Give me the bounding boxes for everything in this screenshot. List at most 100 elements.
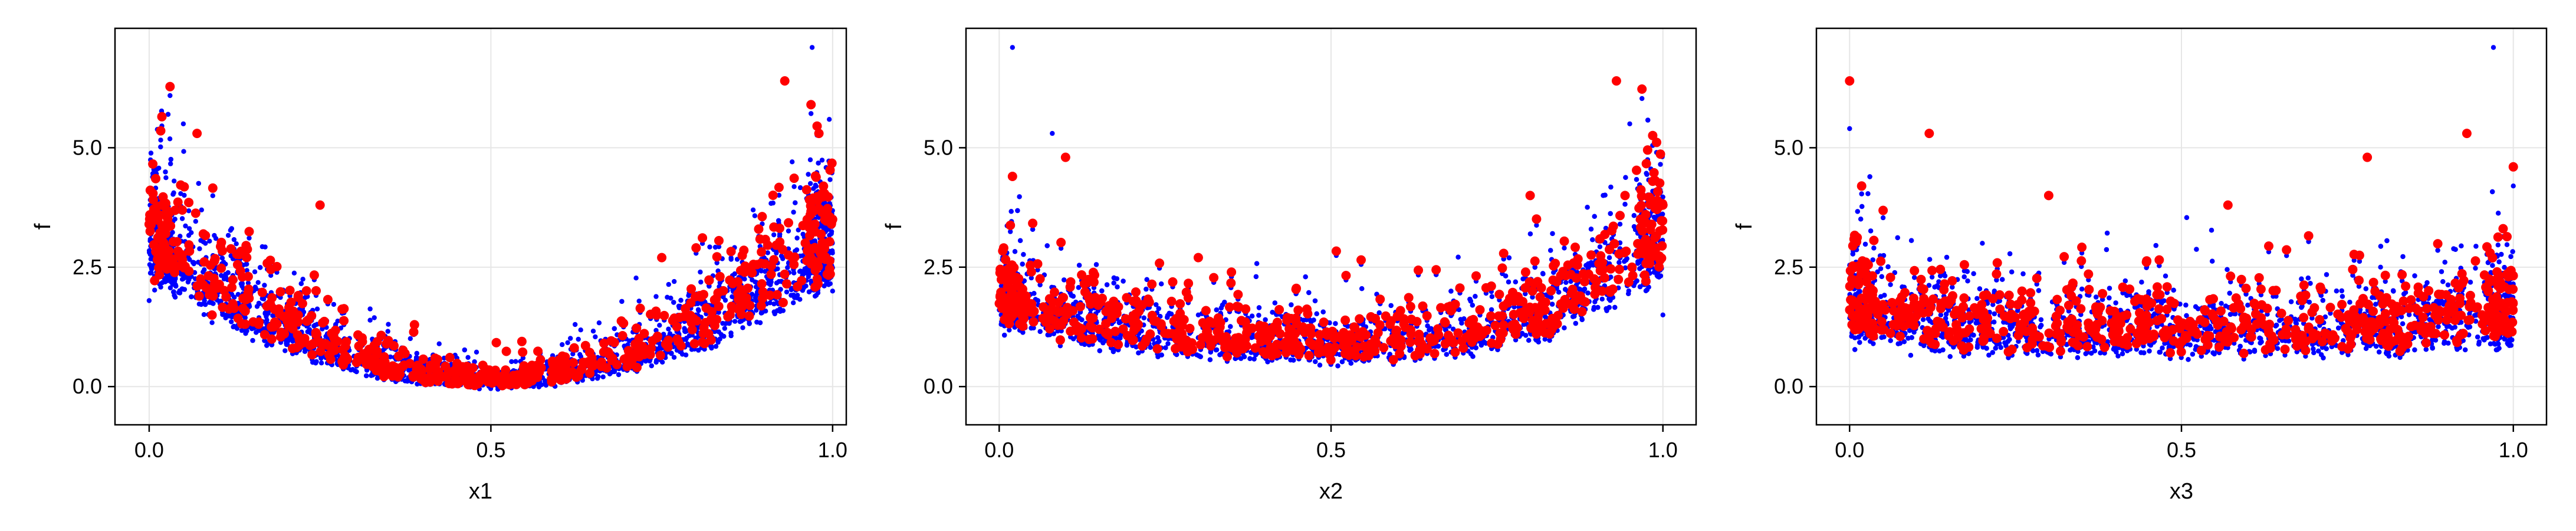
point [275, 287, 285, 297]
point [698, 329, 708, 339]
point [202, 298, 207, 303]
point [320, 326, 325, 332]
point [314, 306, 320, 312]
point [698, 269, 703, 275]
point [797, 276, 807, 286]
point [570, 351, 576, 357]
point [314, 359, 319, 365]
point [686, 333, 692, 339]
point [280, 329, 290, 339]
point [707, 244, 712, 250]
point [768, 282, 773, 287]
point [372, 346, 382, 356]
point [769, 222, 779, 232]
point [768, 191, 778, 200]
point [732, 319, 738, 324]
point [696, 348, 701, 353]
point [162, 205, 172, 215]
point [242, 253, 252, 263]
point [653, 332, 662, 341]
point [687, 324, 697, 335]
point [805, 210, 815, 220]
point [310, 360, 316, 365]
point [812, 293, 818, 299]
point [686, 317, 696, 327]
point [763, 268, 768, 274]
point [259, 330, 270, 340]
point [577, 352, 583, 357]
point [800, 271, 806, 276]
point [159, 252, 169, 262]
point [660, 359, 665, 365]
point [536, 381, 541, 386]
point [755, 234, 765, 244]
point [635, 303, 645, 313]
point [757, 247, 767, 257]
point [307, 350, 317, 360]
point [606, 336, 616, 346]
plot-area [115, 28, 846, 425]
point [483, 377, 493, 386]
point [441, 361, 451, 371]
point [732, 271, 738, 277]
point [165, 81, 175, 91]
point [612, 326, 617, 332]
point [464, 379, 473, 389]
point [199, 301, 204, 307]
point [824, 280, 829, 286]
point [255, 280, 261, 285]
point [766, 270, 776, 279]
point [774, 280, 780, 286]
point [207, 238, 212, 244]
point [285, 286, 295, 296]
point [229, 314, 235, 320]
points [994, 45, 1668, 369]
point [155, 270, 165, 280]
point [187, 257, 192, 262]
point [387, 361, 397, 371]
point [290, 337, 295, 343]
point [824, 264, 834, 274]
point [817, 189, 827, 199]
point [167, 93, 173, 99]
point [374, 376, 380, 381]
point [619, 319, 629, 328]
point [176, 290, 182, 296]
point [265, 299, 275, 309]
point [791, 209, 796, 215]
point [415, 381, 420, 387]
point [806, 272, 811, 277]
point [158, 144, 163, 150]
point [737, 250, 747, 260]
point [239, 327, 245, 333]
point [727, 303, 737, 313]
point [427, 362, 437, 372]
point [588, 361, 598, 371]
point [765, 250, 771, 255]
point [162, 279, 168, 284]
point [536, 363, 546, 373]
point [806, 289, 812, 294]
point [300, 333, 310, 343]
point [685, 341, 691, 347]
points [144, 45, 837, 392]
point [786, 228, 791, 234]
point [536, 384, 542, 389]
point [695, 307, 701, 312]
point [408, 336, 413, 342]
point [193, 219, 198, 224]
point [791, 270, 797, 276]
point [501, 346, 511, 356]
point [201, 239, 206, 245]
point [151, 242, 161, 253]
point [757, 293, 767, 303]
point [405, 378, 410, 384]
point [782, 279, 791, 289]
point [704, 276, 714, 286]
point [265, 255, 275, 266]
point [184, 198, 194, 208]
point [593, 334, 598, 340]
point [596, 320, 602, 326]
point [152, 287, 157, 293]
